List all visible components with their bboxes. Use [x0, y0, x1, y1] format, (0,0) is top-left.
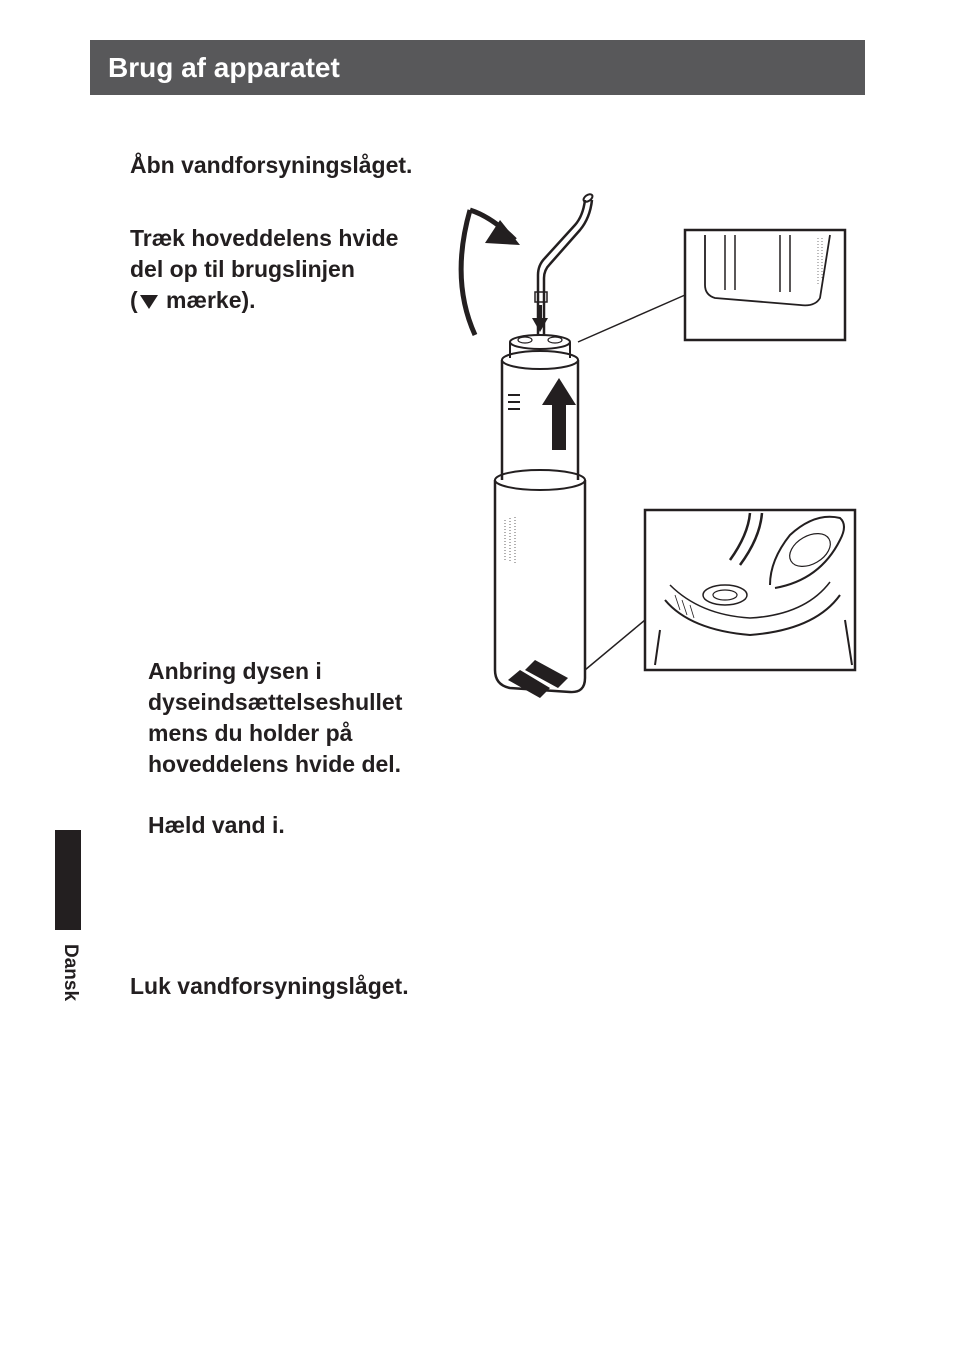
step-4: Hæld vand i.: [148, 810, 470, 841]
instruction-steps: Åbn vandforsyningslåget. Træk hoveddelen…: [130, 150, 470, 1032]
step-2-line-3-a: (: [130, 287, 138, 313]
step-5-text: Luk vandforsyningslåget.: [130, 973, 409, 999]
step-3-line-1: Anbring dysen i: [148, 658, 322, 684]
device-main-body: [495, 193, 594, 692]
language-tab: Dansk: [55, 930, 85, 1016]
step-4-text: Hæld vand i.: [148, 812, 285, 838]
step-2-line-3-b: mærke).: [160, 287, 256, 313]
open-lid-arrow-icon: [461, 210, 520, 335]
step-3-line-2: dyseindsættelseshullet: [148, 689, 402, 715]
device-diagram: [420, 140, 860, 700]
step-2: Træk hoveddelens hvide del op til brugsl…: [130, 223, 470, 316]
step-3-line-3: mens du holder på: [148, 720, 352, 746]
step-1-text: Åbn vandforsyningslåget.: [130, 152, 412, 178]
callout-top-detail: [578, 230, 845, 342]
step-2-line-2: del op til brugslinjen: [130, 256, 355, 282]
section-header: Brug af apparatet: [90, 40, 865, 95]
step-5: Luk vandforsyningslåget.: [130, 971, 470, 1002]
header-title: Brug af apparatet: [108, 52, 340, 84]
callout-bottom-detail: [585, 510, 855, 670]
pull-up-arrow-icon: [542, 378, 576, 450]
step-3-line-4: hoveddelens hvide del.: [148, 751, 401, 777]
insert-down-arrow-icon: [532, 305, 548, 332]
step-1: Åbn vandforsyningslåget.: [130, 150, 470, 181]
down-triangle-mark-icon: [140, 295, 158, 309]
language-label: Dansk: [59, 944, 81, 1001]
step-2-line-1: Træk hoveddelens hvide: [130, 225, 398, 251]
